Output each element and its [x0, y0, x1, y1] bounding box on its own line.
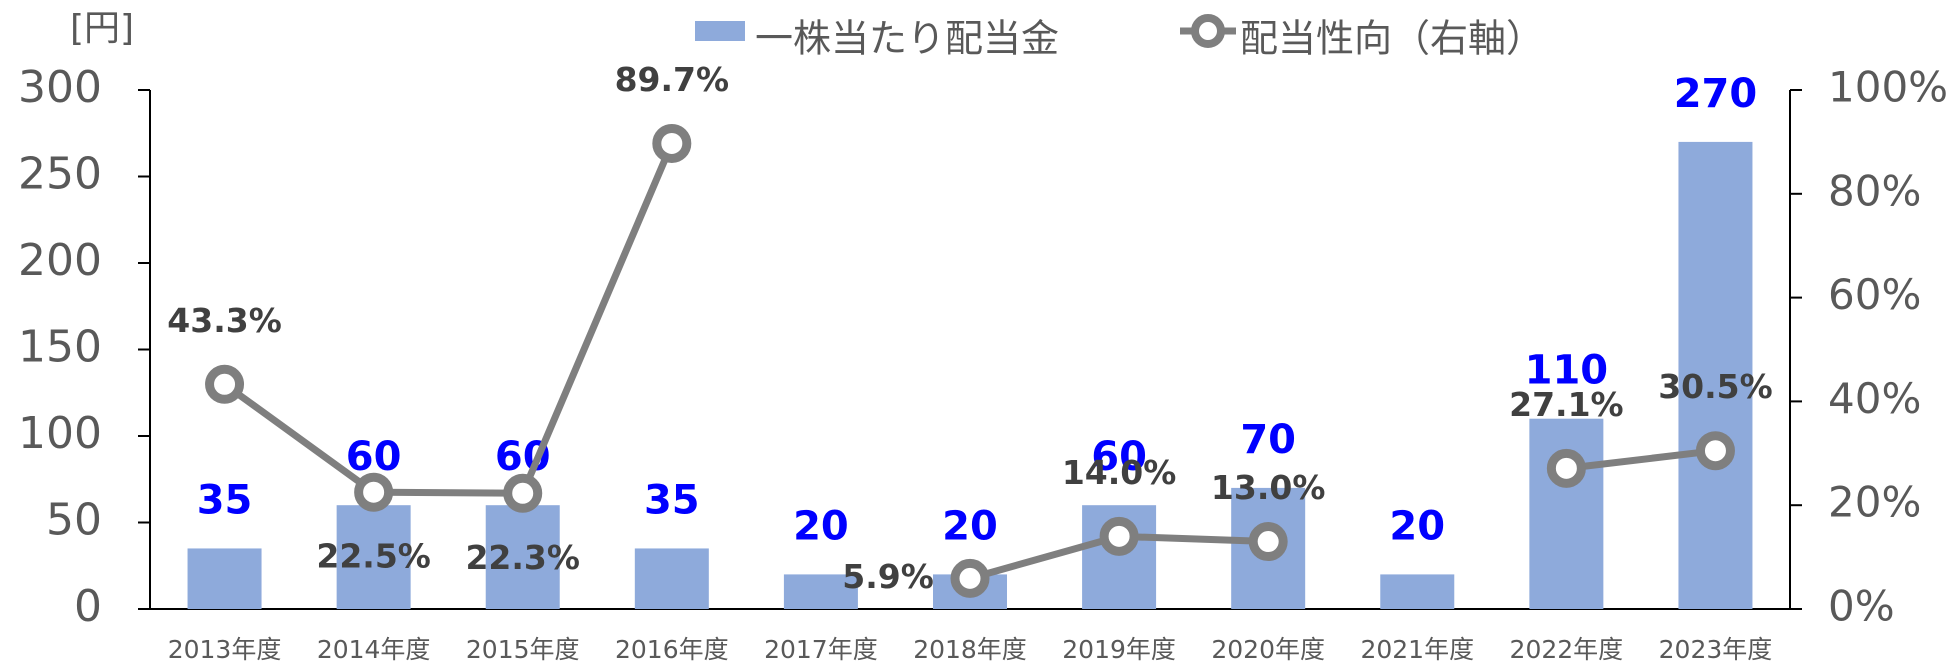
line-value-label: 22.5%	[316, 537, 431, 576]
bar	[783, 574, 858, 609]
x-tick-label: 2017年度	[764, 635, 878, 664]
x-tick-label: 2021年度	[1360, 635, 1474, 664]
y2-tick-label: 100%	[1828, 63, 1948, 112]
line-value-label: 22.3%	[465, 538, 580, 577]
y2-tick-label: 40%	[1828, 374, 1921, 423]
line-marker	[1248, 522, 1288, 562]
y-axis-label: [円]	[70, 8, 134, 49]
bar-value-label: 35	[197, 477, 253, 523]
y2-tick-label: 0%	[1828, 582, 1895, 631]
bar	[1678, 141, 1753, 609]
legend-label: 配当性向（右軸）	[1240, 17, 1544, 61]
x-tick-label: 2023年度	[1659, 635, 1773, 664]
line-marker	[950, 558, 990, 598]
x-tick-label: 2022年度	[1510, 635, 1624, 664]
y-tick-label: 250	[18, 149, 102, 200]
y-tick-label: 0	[74, 581, 102, 632]
bar	[1529, 418, 1604, 609]
y2-tick-label: 80%	[1828, 166, 1921, 215]
legend-swatch	[695, 21, 745, 41]
x-tick-label: 2018年度	[913, 635, 1027, 664]
x-tick-label: 2013年度	[168, 635, 282, 664]
bar-value-label: 110	[1525, 348, 1609, 394]
line-value-label: 89.7%	[615, 60, 730, 99]
bar-value-label: 70	[1240, 417, 1296, 463]
bar-value-label: 60	[1091, 434, 1147, 480]
bar	[485, 505, 560, 609]
line-marker	[1695, 431, 1735, 471]
y-tick-label: 50	[46, 495, 102, 546]
bar-value-label: 35	[644, 477, 700, 523]
y-tick-label: 150	[18, 322, 102, 373]
line-value-label: 13.0%	[1211, 468, 1326, 507]
y-tick-label: 100	[18, 408, 102, 459]
line-marker	[1546, 448, 1586, 488]
x-tick-label: 2020年度	[1211, 635, 1325, 664]
bar-value-label: 20	[793, 503, 849, 549]
bar	[634, 548, 709, 609]
x-tick-label: 2019年度	[1062, 635, 1176, 664]
line-value-label: 27.1%	[1509, 385, 1624, 424]
line-value-label: 43.3%	[167, 301, 282, 340]
line-marker	[652, 123, 692, 163]
y-tick-label: 300	[18, 62, 102, 113]
y2-tick-label: 20%	[1828, 478, 1921, 527]
line-value-label: 14.0%	[1062, 453, 1177, 492]
x-tick-label: 2015年度	[466, 635, 580, 664]
bar	[336, 505, 411, 609]
line-marker	[354, 472, 394, 512]
bar-value-label: 20	[1389, 503, 1445, 549]
x-tick-label: 2014年度	[317, 635, 431, 664]
y2-tick-label: 60%	[1828, 270, 1921, 319]
y-tick-label: 200	[18, 235, 102, 286]
bar-value-label: 270	[1674, 71, 1758, 117]
bar	[1380, 574, 1455, 609]
x-tick-label: 2016年度	[615, 635, 729, 664]
line-value-label: 30.5%	[1658, 367, 1773, 406]
legend-label: 一株当たり配当金	[755, 17, 1059, 61]
line-marker	[1099, 516, 1139, 556]
legend-marker	[1191, 14, 1225, 48]
line-value-label: 5.9%	[842, 557, 934, 596]
bar-value-label: 20	[942, 503, 998, 549]
line-marker	[205, 364, 245, 404]
bar-value-label: 60	[346, 434, 402, 480]
bar	[187, 548, 262, 609]
line-marker	[503, 473, 543, 513]
